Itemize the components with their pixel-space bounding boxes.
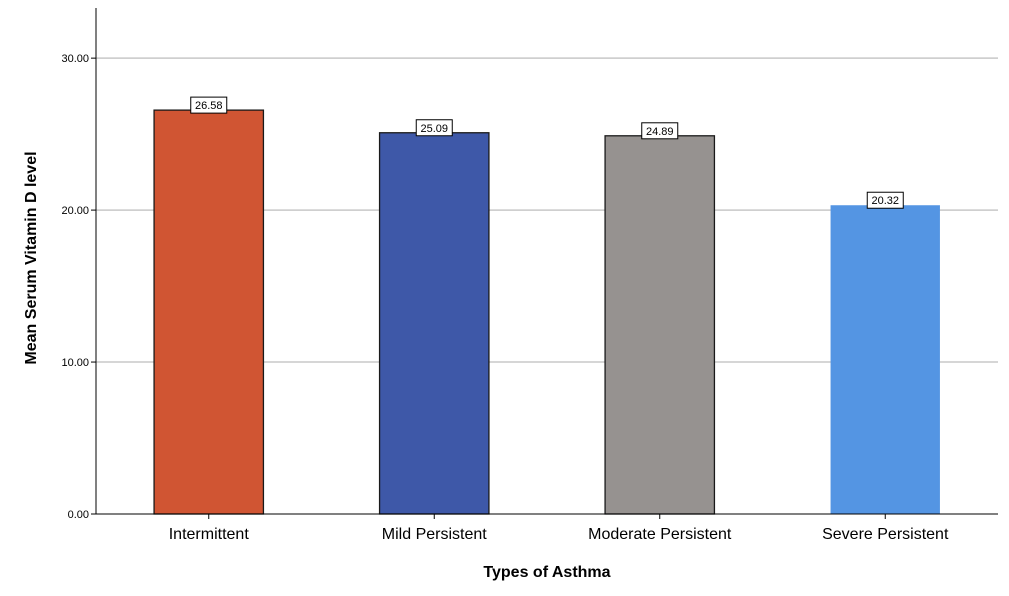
x-axis-title: Types of Asthma <box>483 564 610 581</box>
data-label-box <box>415 119 453 137</box>
y-tick-labels: 0.00 10.00 20.00 30.00 <box>61 53 89 521</box>
data-label: 24.89 <box>646 126 674 138</box>
data-label: 26.58 <box>195 100 223 112</box>
x-tick-label: Mild Persistent <box>382 526 487 543</box>
y-tick-label: 0.00 <box>68 509 89 521</box>
data-labels: 26.58 25.09 24.89 20.32 <box>190 96 904 209</box>
data-label: 25.09 <box>420 123 448 135</box>
data-label: 20.32 <box>871 195 899 207</box>
data-label-box <box>641 122 679 140</box>
y-tick-label: 20.00 <box>61 205 89 217</box>
x-tick-labels: Intermittent Mild Persistent Moderate Pers… <box>169 514 949 543</box>
data-label-box <box>866 191 904 209</box>
x-tick-label: Severe Persistent <box>822 526 949 543</box>
axes <box>95 8 998 515</box>
bars <box>153 109 940 515</box>
bar-severe-persistent <box>830 205 940 514</box>
y-tick-label: 30.00 <box>61 53 89 65</box>
bar-mild-persistent <box>378 132 490 515</box>
y-axis-title: Mean Serum Vitamin D level <box>23 151 40 364</box>
bar-intermittent <box>153 109 265 515</box>
bar-moderate-persistent <box>604 135 716 515</box>
x-tick-label: Intermittent <box>169 526 250 543</box>
y-tick-label: 10.00 <box>61 357 89 369</box>
x-tick-label: Moderate Persistent <box>588 526 732 543</box>
data-label-box <box>190 96 228 114</box>
